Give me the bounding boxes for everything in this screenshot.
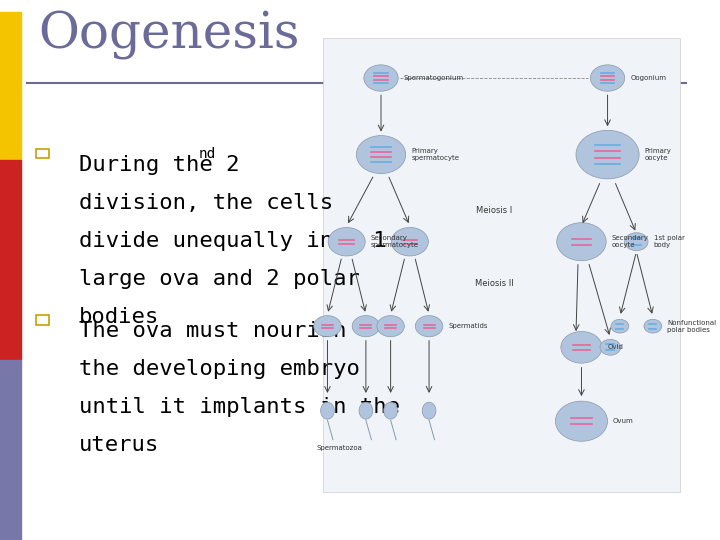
- Circle shape: [356, 136, 406, 173]
- Text: the developing embryo: the developing embryo: [79, 359, 360, 379]
- Circle shape: [364, 65, 398, 91]
- Text: uterus: uterus: [79, 435, 159, 455]
- Text: Spermatogonium: Spermatogonium: [404, 75, 464, 81]
- Circle shape: [590, 65, 625, 91]
- Circle shape: [352, 315, 379, 337]
- Text: divide unequally into 1: divide unequally into 1: [79, 231, 387, 251]
- Circle shape: [391, 227, 428, 256]
- Circle shape: [561, 332, 602, 363]
- Ellipse shape: [422, 402, 436, 419]
- Text: Secondary
oocyte: Secondary oocyte: [612, 235, 649, 248]
- Text: Spermatozoa: Spermatozoa: [317, 445, 363, 451]
- Text: Oogenesis: Oogenesis: [37, 10, 300, 59]
- Bar: [0, 361, 21, 540]
- Text: During the 2: During the 2: [79, 154, 240, 174]
- Circle shape: [600, 339, 621, 355]
- Text: Ovum: Ovum: [613, 418, 634, 424]
- Text: Ovid: Ovid: [608, 345, 624, 350]
- Circle shape: [557, 222, 606, 261]
- FancyBboxPatch shape: [323, 38, 680, 492]
- Text: division, the cells: division, the cells: [79, 193, 333, 213]
- Text: nd: nd: [199, 147, 216, 161]
- Circle shape: [328, 227, 365, 256]
- Text: The ova must nourish: The ova must nourish: [79, 321, 346, 341]
- Circle shape: [555, 401, 608, 441]
- Ellipse shape: [384, 402, 397, 419]
- Text: large ova and 2 polar: large ova and 2 polar: [79, 268, 360, 288]
- Text: until it implants in the: until it implants in the: [79, 397, 400, 417]
- Text: Primary
spermatocyte: Primary spermatocyte: [411, 148, 459, 161]
- Circle shape: [644, 319, 662, 333]
- Text: Meiosis II: Meiosis II: [475, 279, 513, 288]
- Ellipse shape: [359, 402, 373, 419]
- Text: Meiosis I: Meiosis I: [476, 206, 513, 214]
- Circle shape: [611, 319, 629, 333]
- Circle shape: [314, 315, 341, 337]
- Text: Spermatids: Spermatids: [449, 323, 487, 329]
- Text: Secondary
spermatocyte: Secondary spermatocyte: [371, 235, 419, 248]
- Circle shape: [377, 315, 405, 337]
- Text: Primary
oocyte: Primary oocyte: [644, 148, 672, 161]
- Text: 1st polar
body: 1st polar body: [654, 235, 685, 248]
- Bar: [0, 160, 21, 361]
- Bar: [0, 12, 21, 160]
- Text: Oogonium: Oogonium: [630, 75, 666, 81]
- Circle shape: [576, 130, 639, 179]
- Text: Nonfunctional
polar bodies: Nonfunctional polar bodies: [667, 320, 716, 333]
- Circle shape: [625, 233, 648, 251]
- Circle shape: [415, 315, 443, 337]
- Ellipse shape: [320, 402, 334, 419]
- Text: bodies: bodies: [79, 307, 159, 327]
